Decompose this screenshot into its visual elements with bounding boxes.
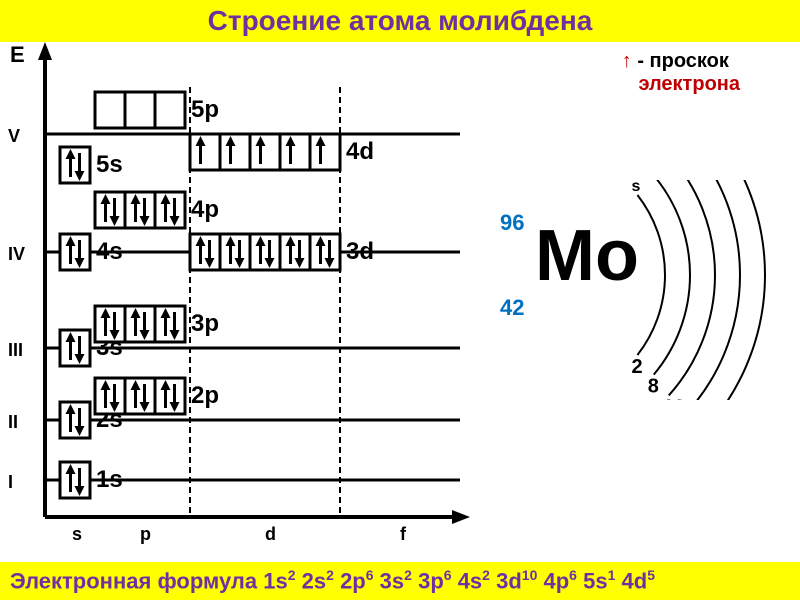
title-bar: Строение атома молибдена — [0, 0, 800, 42]
orbital-box — [190, 134, 220, 170]
orbital-box — [95, 92, 125, 128]
level-roman: V — [8, 126, 20, 146]
bohr-model: 96 Mo 42 sspspdspds2818131 — [480, 180, 770, 400]
y-arrow — [38, 42, 52, 60]
level-roman: III — [8, 340, 23, 360]
orbital-box — [220, 134, 250, 170]
orbital-box — [60, 330, 90, 366]
shell-count: 18 — [663, 396, 685, 400]
bohr-arc — [637, 195, 665, 355]
e-label: E — [10, 42, 25, 67]
electron-formula: Электронная формула 1s2 2s2 2p6 3s2 3p6 … — [10, 567, 655, 594]
orbital-box — [125, 92, 155, 128]
subshell-label: 1s — [96, 466, 123, 493]
bohr-arc — [654, 180, 690, 375]
level-roman: II — [8, 412, 18, 432]
formula-bar: Электронная формула 1s2 2s2 2p6 3s2 3p6 … — [0, 562, 800, 600]
subshell-label: 3p — [191, 310, 219, 337]
bohr-arc — [682, 180, 740, 400]
orbital-box — [280, 134, 310, 170]
legend-dash: - — [632, 50, 650, 72]
orbital-box — [250, 134, 280, 170]
orbital-box — [220, 234, 250, 270]
mass-number: 96 — [500, 210, 524, 236]
orbital-box — [60, 147, 90, 183]
level-roman: I — [8, 472, 13, 492]
orbital-box — [280, 234, 310, 270]
orbital-box — [125, 378, 155, 414]
subshell-label: 5s — [96, 151, 123, 178]
orbital-box — [60, 402, 90, 438]
legend-word2: электрона — [638, 73, 740, 95]
x-tick: f — [400, 524, 407, 544]
legend: ↑ - проскок электрона — [622, 50, 740, 96]
subshell-label: 4p — [191, 196, 219, 223]
orbital-box — [95, 192, 125, 228]
shell-count: 2 — [631, 356, 642, 378]
legend-arrow: ↑ — [622, 50, 632, 72]
orbital-box — [155, 92, 185, 128]
orbital-box — [60, 462, 90, 498]
subshell-label: 5p — [191, 96, 219, 123]
subshell-label: 3d — [346, 238, 374, 265]
orbital-box — [310, 234, 340, 270]
level-roman: IV — [8, 244, 25, 264]
legend-word1: проскок — [650, 50, 729, 72]
orbital-box — [125, 192, 155, 228]
orbital-box — [310, 134, 340, 170]
atomic-number: 42 — [500, 295, 524, 321]
orbital-box — [155, 192, 185, 228]
page-title: Строение атома молибдена — [208, 5, 593, 37]
element-symbol: Mo — [535, 220, 639, 292]
orbital-box — [95, 306, 125, 342]
x-tick: s — [72, 524, 82, 544]
shell-count: 8 — [648, 376, 659, 398]
orbital-box — [95, 378, 125, 414]
orbital-box — [125, 306, 155, 342]
orbital-box — [190, 234, 220, 270]
subshell-label: 4d — [346, 138, 374, 165]
subshell-label: 2p — [191, 382, 219, 409]
orbital-box — [250, 234, 280, 270]
x-tick: d — [265, 524, 276, 544]
orbital-box — [155, 306, 185, 342]
x-arrow — [452, 510, 470, 524]
x-tick: p — [140, 524, 151, 544]
energy-diagram: EIIIIIIIVV1s2s2p3s3p4s3d4p5s4d5pspdf — [0, 42, 470, 552]
shell-label: s — [631, 180, 640, 195]
subshell-label: 4s — [96, 238, 123, 265]
orbital-box — [60, 234, 90, 270]
orbital-box — [155, 378, 185, 414]
